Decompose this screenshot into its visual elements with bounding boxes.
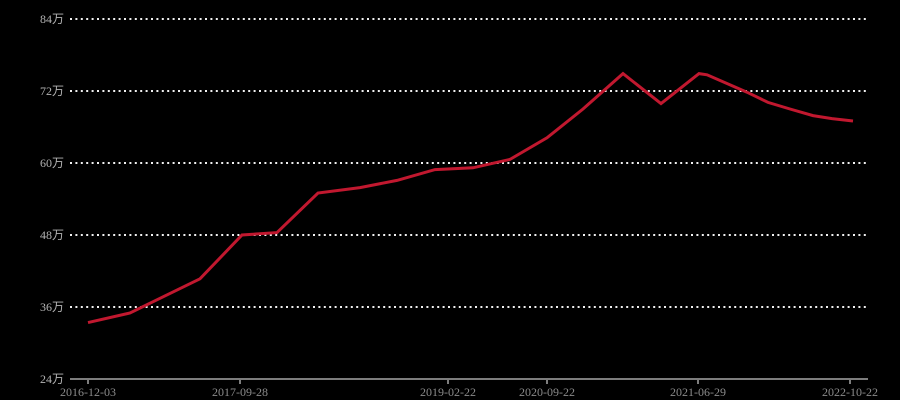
y-axis-tick-label: 24万	[40, 372, 64, 386]
x-axis-tick-label: 2021-06-29	[670, 385, 726, 399]
y-axis-tick-label: 36万	[40, 300, 64, 314]
x-axis-tick-label: 2019-02-22	[420, 385, 476, 399]
x-axis-tick-label: 2017-09-28	[212, 385, 268, 399]
y-axis-tick-label: 48万	[40, 228, 64, 242]
y-axis-tick-label: 60万	[40, 156, 64, 170]
y-axis-tick-label: 72万	[40, 84, 64, 98]
series-line-price-trend[interactable]	[87, 71, 854, 325]
x-axis-tick-label: 2022-10-22	[822, 385, 878, 399]
x-axis-tick-label: 2020-09-22	[519, 385, 575, 399]
x-axis-tick-label: 2016-12-03	[60, 385, 116, 399]
y-axis-tick-label: 84万	[40, 12, 64, 26]
